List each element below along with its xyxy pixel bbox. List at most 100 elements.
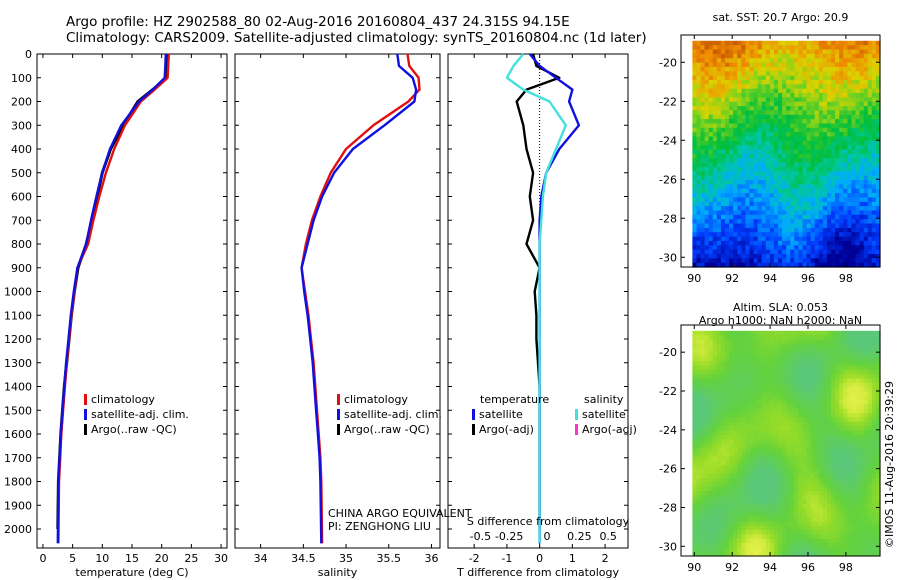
heatmap-cell (692, 512, 698, 518)
heatmap-cell (867, 430, 873, 436)
heatmap-cell (831, 365, 836, 371)
heatmap-cell (708, 58, 714, 64)
heatmap-cell (822, 149, 828, 155)
heatmap-cell (855, 232, 861, 238)
heatmap-cell (733, 499, 738, 505)
heatmap-cell (818, 114, 824, 120)
heatmap-cell (745, 49, 751, 55)
heatmap-cell (794, 413, 799, 418)
heatmap-cell (704, 58, 710, 64)
heatmap-cell (753, 447, 759, 453)
heatmap-cell (700, 236, 706, 242)
heatmap-cell (839, 426, 844, 431)
heatmap-cell (818, 175, 824, 181)
heatmap-cell (839, 175, 844, 181)
heatmap-cell (773, 421, 779, 427)
heatmap-cell (782, 413, 787, 418)
heatmap-cell (794, 88, 799, 94)
heatmap-cell (839, 348, 844, 353)
heatmap-cell (871, 58, 877, 64)
heatmap-cell (794, 365, 799, 371)
heatmap-cell (847, 361, 853, 366)
heatmap-cell (827, 534, 832, 540)
heatmap-cell (818, 499, 824, 505)
heatmap-cell (810, 240, 816, 246)
heatmap-cell (769, 421, 775, 427)
x-axis-label: temperature (deg C) (75, 566, 188, 579)
heatmap-cell (741, 465, 746, 470)
heatmap-cell (692, 66, 698, 72)
heatmap-cell (822, 158, 828, 164)
heatmap-cell (810, 538, 816, 544)
heatmap-cell (875, 249, 881, 255)
heatmap-cell (733, 538, 738, 544)
y-tick-label: 1500 (4, 404, 32, 417)
heatmap-cell (798, 551, 804, 557)
heatmap-cell (818, 223, 824, 229)
heatmap-cell (806, 71, 812, 77)
heatmap-cell (802, 504, 808, 509)
heatmap-cell (810, 127, 816, 133)
heatmap-cell (827, 525, 832, 531)
heatmap-cell (835, 374, 840, 379)
heatmap-cell (798, 223, 804, 229)
heatmap-cell (855, 236, 861, 242)
heatmap-cell (778, 465, 783, 470)
heatmap-cell (765, 127, 771, 133)
heatmap-cell (822, 369, 828, 375)
heatmap-cell (773, 491, 779, 496)
heatmap-cell (867, 132, 873, 138)
heatmap-cell (753, 258, 759, 264)
heatmap-cell (790, 193, 795, 198)
heatmap-cell (765, 66, 771, 72)
heatmap-cell (765, 258, 771, 264)
heatmap-cell (729, 543, 734, 548)
heatmap-cell (790, 547, 795, 553)
heatmap-cell (704, 499, 710, 505)
heatmap-cell (786, 175, 791, 181)
heatmap-cell (704, 508, 710, 514)
heatmap-cell (827, 417, 832, 423)
heatmap-cell (831, 219, 836, 225)
heatmap-cell (847, 508, 853, 514)
heatmap-cell (782, 408, 787, 414)
heatmap-cell (871, 439, 877, 444)
heatmap-cell (802, 452, 808, 457)
heatmap-cell (790, 119, 795, 124)
heatmap-cell (818, 339, 824, 345)
heatmap-cell (753, 330, 759, 336)
heatmap-cell (696, 421, 702, 427)
x-tick-label: 35.5 (377, 552, 402, 565)
heatmap-cell (835, 404, 840, 410)
heatmap-cell (855, 460, 861, 466)
heatmap-cell (827, 508, 832, 514)
heatmap-cell (692, 45, 698, 51)
heatmap-cell (696, 214, 702, 220)
heatmap-cell (798, 469, 804, 475)
heatmap-cell (778, 447, 783, 453)
heatmap-cell (847, 387, 853, 392)
heatmap-cell (859, 162, 865, 168)
heatmap-cell (749, 443, 755, 449)
heatmap-cell (871, 223, 877, 229)
heatmap-cell (741, 434, 746, 440)
heatmap-cell (704, 447, 710, 453)
heatmap-cell (790, 106, 795, 111)
heatmap-cell (867, 356, 873, 362)
heatmap-cell (753, 119, 759, 124)
heatmap-cell (839, 127, 844, 133)
heatmap-cell (806, 80, 812, 85)
heatmap-cell (839, 395, 844, 401)
heatmap-cell (769, 245, 775, 251)
heatmap-cell (851, 335, 857, 341)
heatmap-cell (859, 149, 865, 155)
heatmap-cell (806, 201, 812, 207)
heatmap-cell (875, 227, 881, 233)
heatmap-cell (753, 521, 759, 527)
heatmap-cell (753, 167, 759, 172)
heatmap-cell (753, 114, 759, 120)
heatmap-cell (745, 232, 751, 238)
heatmap-cell (773, 413, 779, 418)
heatmap-cell (741, 369, 746, 375)
heatmap-cell (712, 145, 718, 151)
